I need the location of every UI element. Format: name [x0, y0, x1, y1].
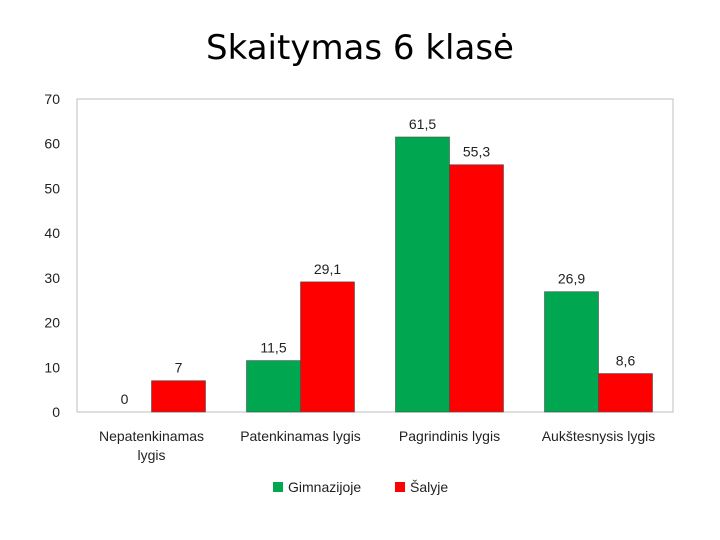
- x-tick-label: Patenkinamas lygis: [240, 428, 361, 444]
- bars: [151, 136, 653, 413]
- y-tick-label: 60: [44, 136, 60, 152]
- bar: [598, 373, 653, 413]
- y-tick-label: 10: [44, 359, 60, 375]
- y-axis: 0 10 20 30 40 50 60 70: [44, 91, 60, 420]
- data-label: 0: [121, 391, 129, 407]
- y-tick-label: 70: [44, 91, 60, 107]
- bar: [151, 380, 206, 413]
- bar: [246, 360, 301, 413]
- y-tick-label: 50: [44, 180, 60, 196]
- y-tick-label: 30: [44, 270, 60, 286]
- data-label: 29,1: [314, 261, 341, 277]
- x-tick-label: lygis: [137, 447, 165, 463]
- legend-label: Gimnazijoje: [288, 479, 361, 495]
- plot-area: [76, 98, 674, 413]
- data-label: 11,5: [260, 340, 286, 356]
- data-label: 26,9: [558, 271, 585, 287]
- y-tick-label: 40: [44, 225, 60, 241]
- y-tick-label: 20: [44, 315, 60, 331]
- data-label: 55,3: [463, 144, 490, 160]
- chart-title: Skaitymas 6 klasė: [206, 28, 514, 68]
- data-label: 7: [175, 360, 183, 376]
- data-label: 61,5: [409, 116, 436, 132]
- y-tick-label: 0: [52, 404, 60, 420]
- legend-swatch: [273, 482, 283, 492]
- bar: [449, 164, 504, 413]
- data-label: 8,6: [616, 353, 636, 369]
- legend: Gimnazijoje Šalyje: [273, 479, 448, 495]
- x-tick-label: Pagrindinis lygis: [399, 428, 500, 444]
- x-tick-label: Aukštesnysis lygis: [542, 428, 656, 444]
- bar: [395, 136, 450, 413]
- bar: [300, 281, 355, 413]
- x-axis: Nepatenkinamas lygis Patenkinamas lygis Pag…: [99, 428, 655, 463]
- legend-swatch: [395, 482, 405, 492]
- data-labels: 0 7 11,5 29,1 61,5 55,3 26,9 8,6: [121, 116, 636, 407]
- legend-label: Šalyje: [410, 479, 448, 495]
- x-tick-label: Nepatenkinamas: [99, 428, 204, 444]
- bar: [544, 291, 599, 413]
